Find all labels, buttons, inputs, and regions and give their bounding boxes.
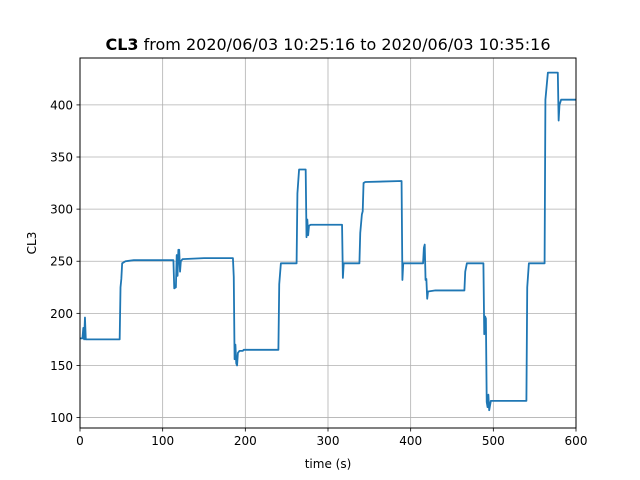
x-tick-label: 500 [482, 434, 505, 448]
series-layer [80, 71, 576, 412]
y-tick-label: 300 [50, 203, 73, 217]
x-tick-label: 0 [76, 434, 84, 448]
x-axis-label: time (s) [305, 457, 352, 471]
x-tick-label: 100 [151, 434, 174, 448]
x-tick-label: 400 [399, 434, 422, 448]
y-tick-label: 200 [50, 307, 73, 321]
y-tick-label: 400 [50, 98, 73, 112]
grid-lines [79, 58, 577, 428]
y-axis-label: CL3 [25, 232, 39, 255]
chart-title-rest: from 2020/06/03 10:25:16 to 2020/06/03 1… [139, 35, 551, 54]
y-tick-label: 350 [50, 151, 73, 165]
x-tick-label: 600 [565, 434, 588, 448]
y-tick-label: 100 [50, 411, 73, 425]
y-tick-label: 250 [50, 255, 73, 269]
chart-title: CL3 from 2020/06/03 10:25:16 to 2020/06/… [105, 35, 550, 54]
x-axis-ticks: 0 100 200 300 400 500 600 [76, 428, 587, 448]
y-axis-ticks: 100 150 200 250 300 350 400 [50, 98, 80, 425]
x-tick-label: 200 [234, 434, 257, 448]
series-line [80, 71, 576, 412]
x-tick-label: 300 [317, 434, 340, 448]
y-tick-label: 150 [50, 359, 73, 373]
chart-title-bold: CL3 [105, 35, 138, 54]
